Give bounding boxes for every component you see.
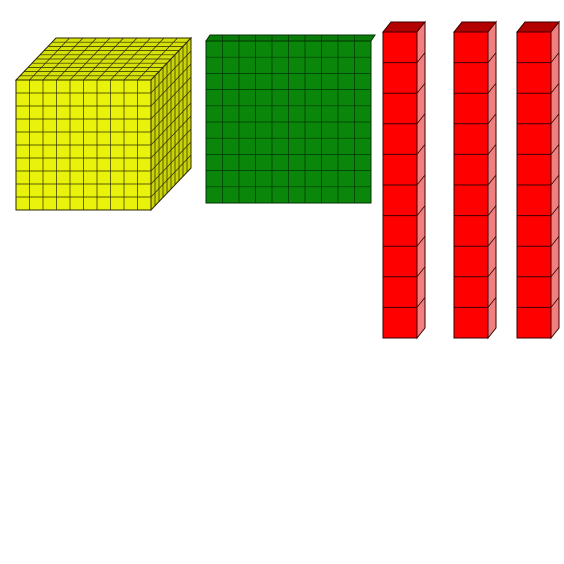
ten-rods <box>381 20 561 340</box>
flat-top-edge <box>205 34 376 42</box>
ten-rod-3 <box>515 20 561 340</box>
hundred-flat <box>205 34 376 204</box>
thousand-cube <box>14 36 193 212</box>
ten-rod-1 <box>381 20 427 340</box>
ten-rod-2 <box>452 20 498 340</box>
